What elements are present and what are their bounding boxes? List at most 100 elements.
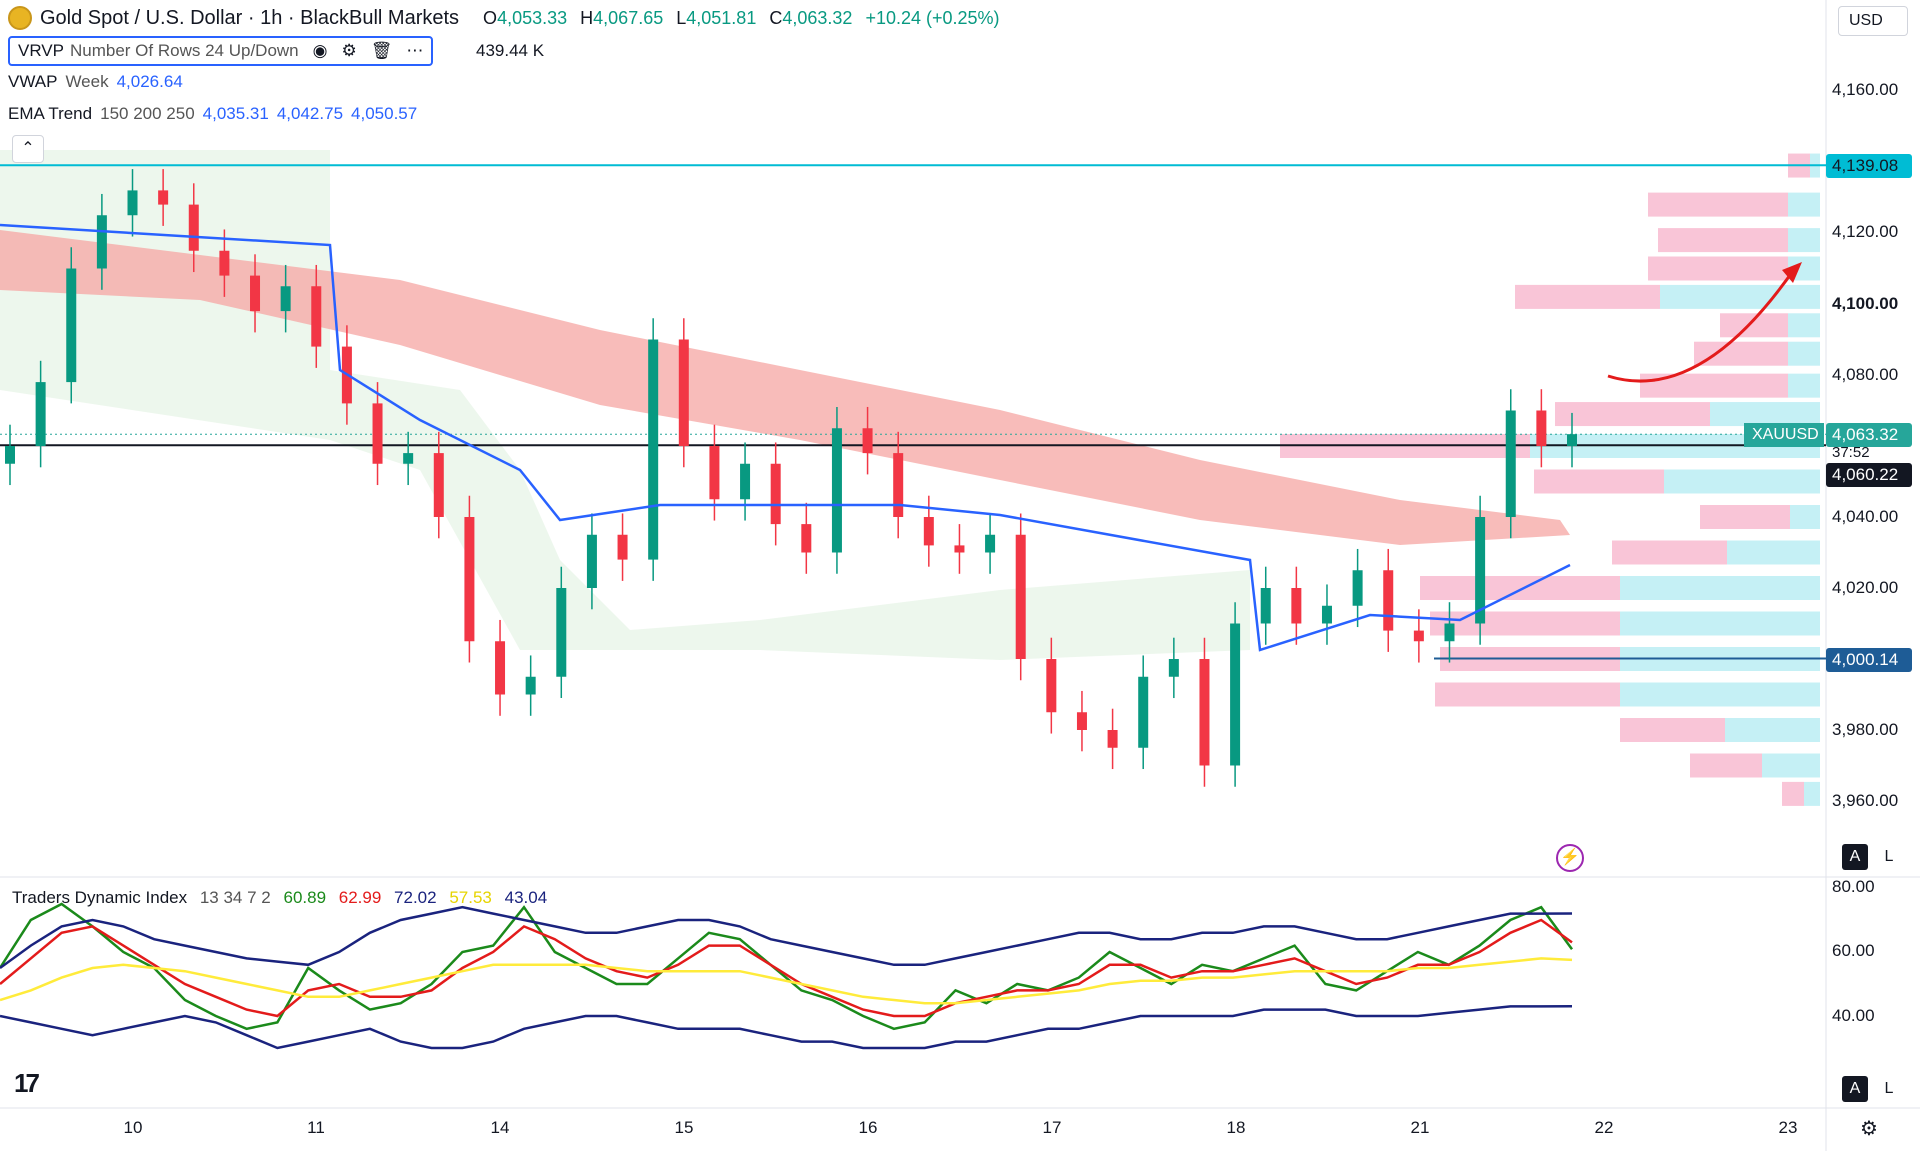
open-value: 4,053.33 <box>497 7 568 28</box>
candle-body <box>1444 623 1455 642</box>
volume-profile-bar-down <box>1620 718 1725 742</box>
candle-body <box>586 534 597 588</box>
low-label: L <box>676 7 687 28</box>
candle-body <box>158 190 169 205</box>
tdi-tick: 40.00 <box>1832 1006 1875 1025</box>
ema-value-3: 4,050.57 <box>351 104 418 123</box>
price-tick: 3,960.00 <box>1832 791 1899 810</box>
volume-profile-bar-down <box>1700 505 1790 529</box>
trash-icon[interactable]: 🗑 <box>370 41 393 60</box>
tdi-tick: 80.00 <box>1832 877 1875 896</box>
auto-scale-button[interactable]: A <box>1842 844 1868 870</box>
vwap-legend[interactable]: VWAP Week 4,026.64 <box>8 72 183 92</box>
chart-header: Gold Spot / U.S. Dollar · 1h · BlackBull… <box>8 6 1000 30</box>
candle-body <box>1475 517 1486 624</box>
time-label: 15 <box>674 1118 694 1137</box>
ohlc-readout: O4,053.33 H4,067.65 L4,051.81 C4,063.32 … <box>475 8 1000 29</box>
candle-body <box>709 446 720 500</box>
eye-icon[interactable]: ◉ <box>312 41 328 60</box>
candle-body <box>1413 630 1424 642</box>
candle-body <box>1321 605 1332 624</box>
tdi-tick: 60.00 <box>1832 941 1875 960</box>
price-tick: 3,980.00 <box>1832 720 1899 739</box>
candle-body <box>1505 410 1516 517</box>
vrvp-value: 439.44 K <box>476 41 545 60</box>
more-icon[interactable]: ⋯ <box>406 41 424 60</box>
tdi-auto-scale-button[interactable]: A <box>1842 1076 1868 1102</box>
change-value: +10.24 (+0.25%) <box>865 7 1000 28</box>
tdi-log-scale-button[interactable]: L <box>1884 1080 1894 1097</box>
candle-body <box>5 446 15 464</box>
flash-icon[interactable]: ⚡ <box>1556 844 1584 872</box>
price-tick: 4,020.00 <box>1832 578 1899 597</box>
symbol-tag: XAUUSD <box>1744 423 1824 447</box>
candle-body <box>985 534 996 553</box>
volume-profile-bar-up <box>1710 402 1820 427</box>
time-label: 11 <box>307 1118 325 1137</box>
vrvp-params: Number Of Rows 24 Up/Down <box>70 41 299 60</box>
candle-body <box>1536 410 1547 446</box>
volume-profile-bar-up <box>1804 781 1820 806</box>
candle-body <box>893 453 904 517</box>
support-price-tag: 4,000.14 <box>1826 648 1912 672</box>
high-value: 4,067.65 <box>593 7 664 28</box>
candle-body <box>801 524 812 553</box>
ema-legend[interactable]: EMA Trend 150 200 250 4,035.31 4,042.75 … <box>8 104 417 124</box>
volume-profile-bar-down <box>1515 284 1660 309</box>
candle-body <box>1230 623 1241 766</box>
ema-trend-band <box>0 230 1570 545</box>
symbol-title[interactable]: Gold Spot / U.S. Dollar · 1h · BlackBull… <box>40 6 460 29</box>
open-label: O <box>483 7 498 28</box>
volume-profile-bar-down <box>1430 611 1620 636</box>
candle-body <box>1383 570 1394 631</box>
time-label: 17 <box>1042 1118 1062 1137</box>
candle-body <box>923 517 934 546</box>
volume-profile-bar-up <box>1664 469 1820 494</box>
tdi-name: Traders Dynamic Index <box>12 888 188 907</box>
price-tick: 4,120.00 <box>1832 222 1899 241</box>
candle-body <box>127 190 138 216</box>
volume-profile-bar-up <box>1788 228 1820 253</box>
price-tick: 4,160.00 <box>1832 80 1899 99</box>
currency-selector[interactable]: USD <box>1838 6 1908 36</box>
forecast-arrow-head <box>1782 262 1802 283</box>
vrvp-legend[interactable]: VRVP Number Of Rows 24 Up/Down ◉ ⚙ 🗑 ⋯ <box>8 36 434 66</box>
time-label: 21 <box>1410 1118 1430 1137</box>
candle-body <box>1076 712 1087 730</box>
settings-gear-icon[interactable]: ⚙ <box>1860 1118 1878 1140</box>
volume-profile-bar-down <box>1534 469 1664 494</box>
candle-body <box>1352 570 1363 606</box>
candle-body <box>403 453 414 464</box>
vwap-value: 4,026.64 <box>116 72 183 91</box>
time-label: 16 <box>858 1118 878 1137</box>
volume-profile-bar-up <box>1620 611 1820 636</box>
candle-body <box>433 453 444 517</box>
collapse-legend-button[interactable]: ⌃ <box>12 135 44 163</box>
tdi-upper-band <box>0 905 1573 970</box>
volume-profile-bar-up <box>1788 313 1820 338</box>
price-tick: 4,080.00 <box>1832 365 1899 384</box>
volume-profile-bar-down <box>1782 781 1804 806</box>
high-label: H <box>580 7 594 28</box>
close-label: C <box>769 7 783 28</box>
log-scale-button[interactable]: L <box>1884 848 1894 865</box>
close-value: 4,063.32 <box>782 7 853 28</box>
volume-profile-bar-down <box>1648 256 1788 281</box>
time-label: 23 <box>1778 1118 1798 1137</box>
volume-profile-bar-down <box>1435 682 1620 707</box>
candle-body <box>525 676 536 695</box>
candle-body <box>770 463 781 525</box>
candle-body <box>1138 676 1149 748</box>
tdi-market-base-line <box>0 957 1573 1005</box>
candle-body <box>648 339 659 560</box>
candle-body <box>862 428 873 454</box>
candle-body <box>495 641 506 695</box>
vrvp-name: VRVP <box>18 41 64 60</box>
settings-icon[interactable]: ⚙ <box>341 41 357 60</box>
tradingview-logo[interactable]: 17 <box>14 1068 40 1098</box>
price-tick: 4,040.00 <box>1832 507 1899 526</box>
candle-body <box>280 286 291 312</box>
tdi-legend[interactable]: Traders Dynamic Index 13 34 7 2 60.89 62… <box>12 888 555 908</box>
